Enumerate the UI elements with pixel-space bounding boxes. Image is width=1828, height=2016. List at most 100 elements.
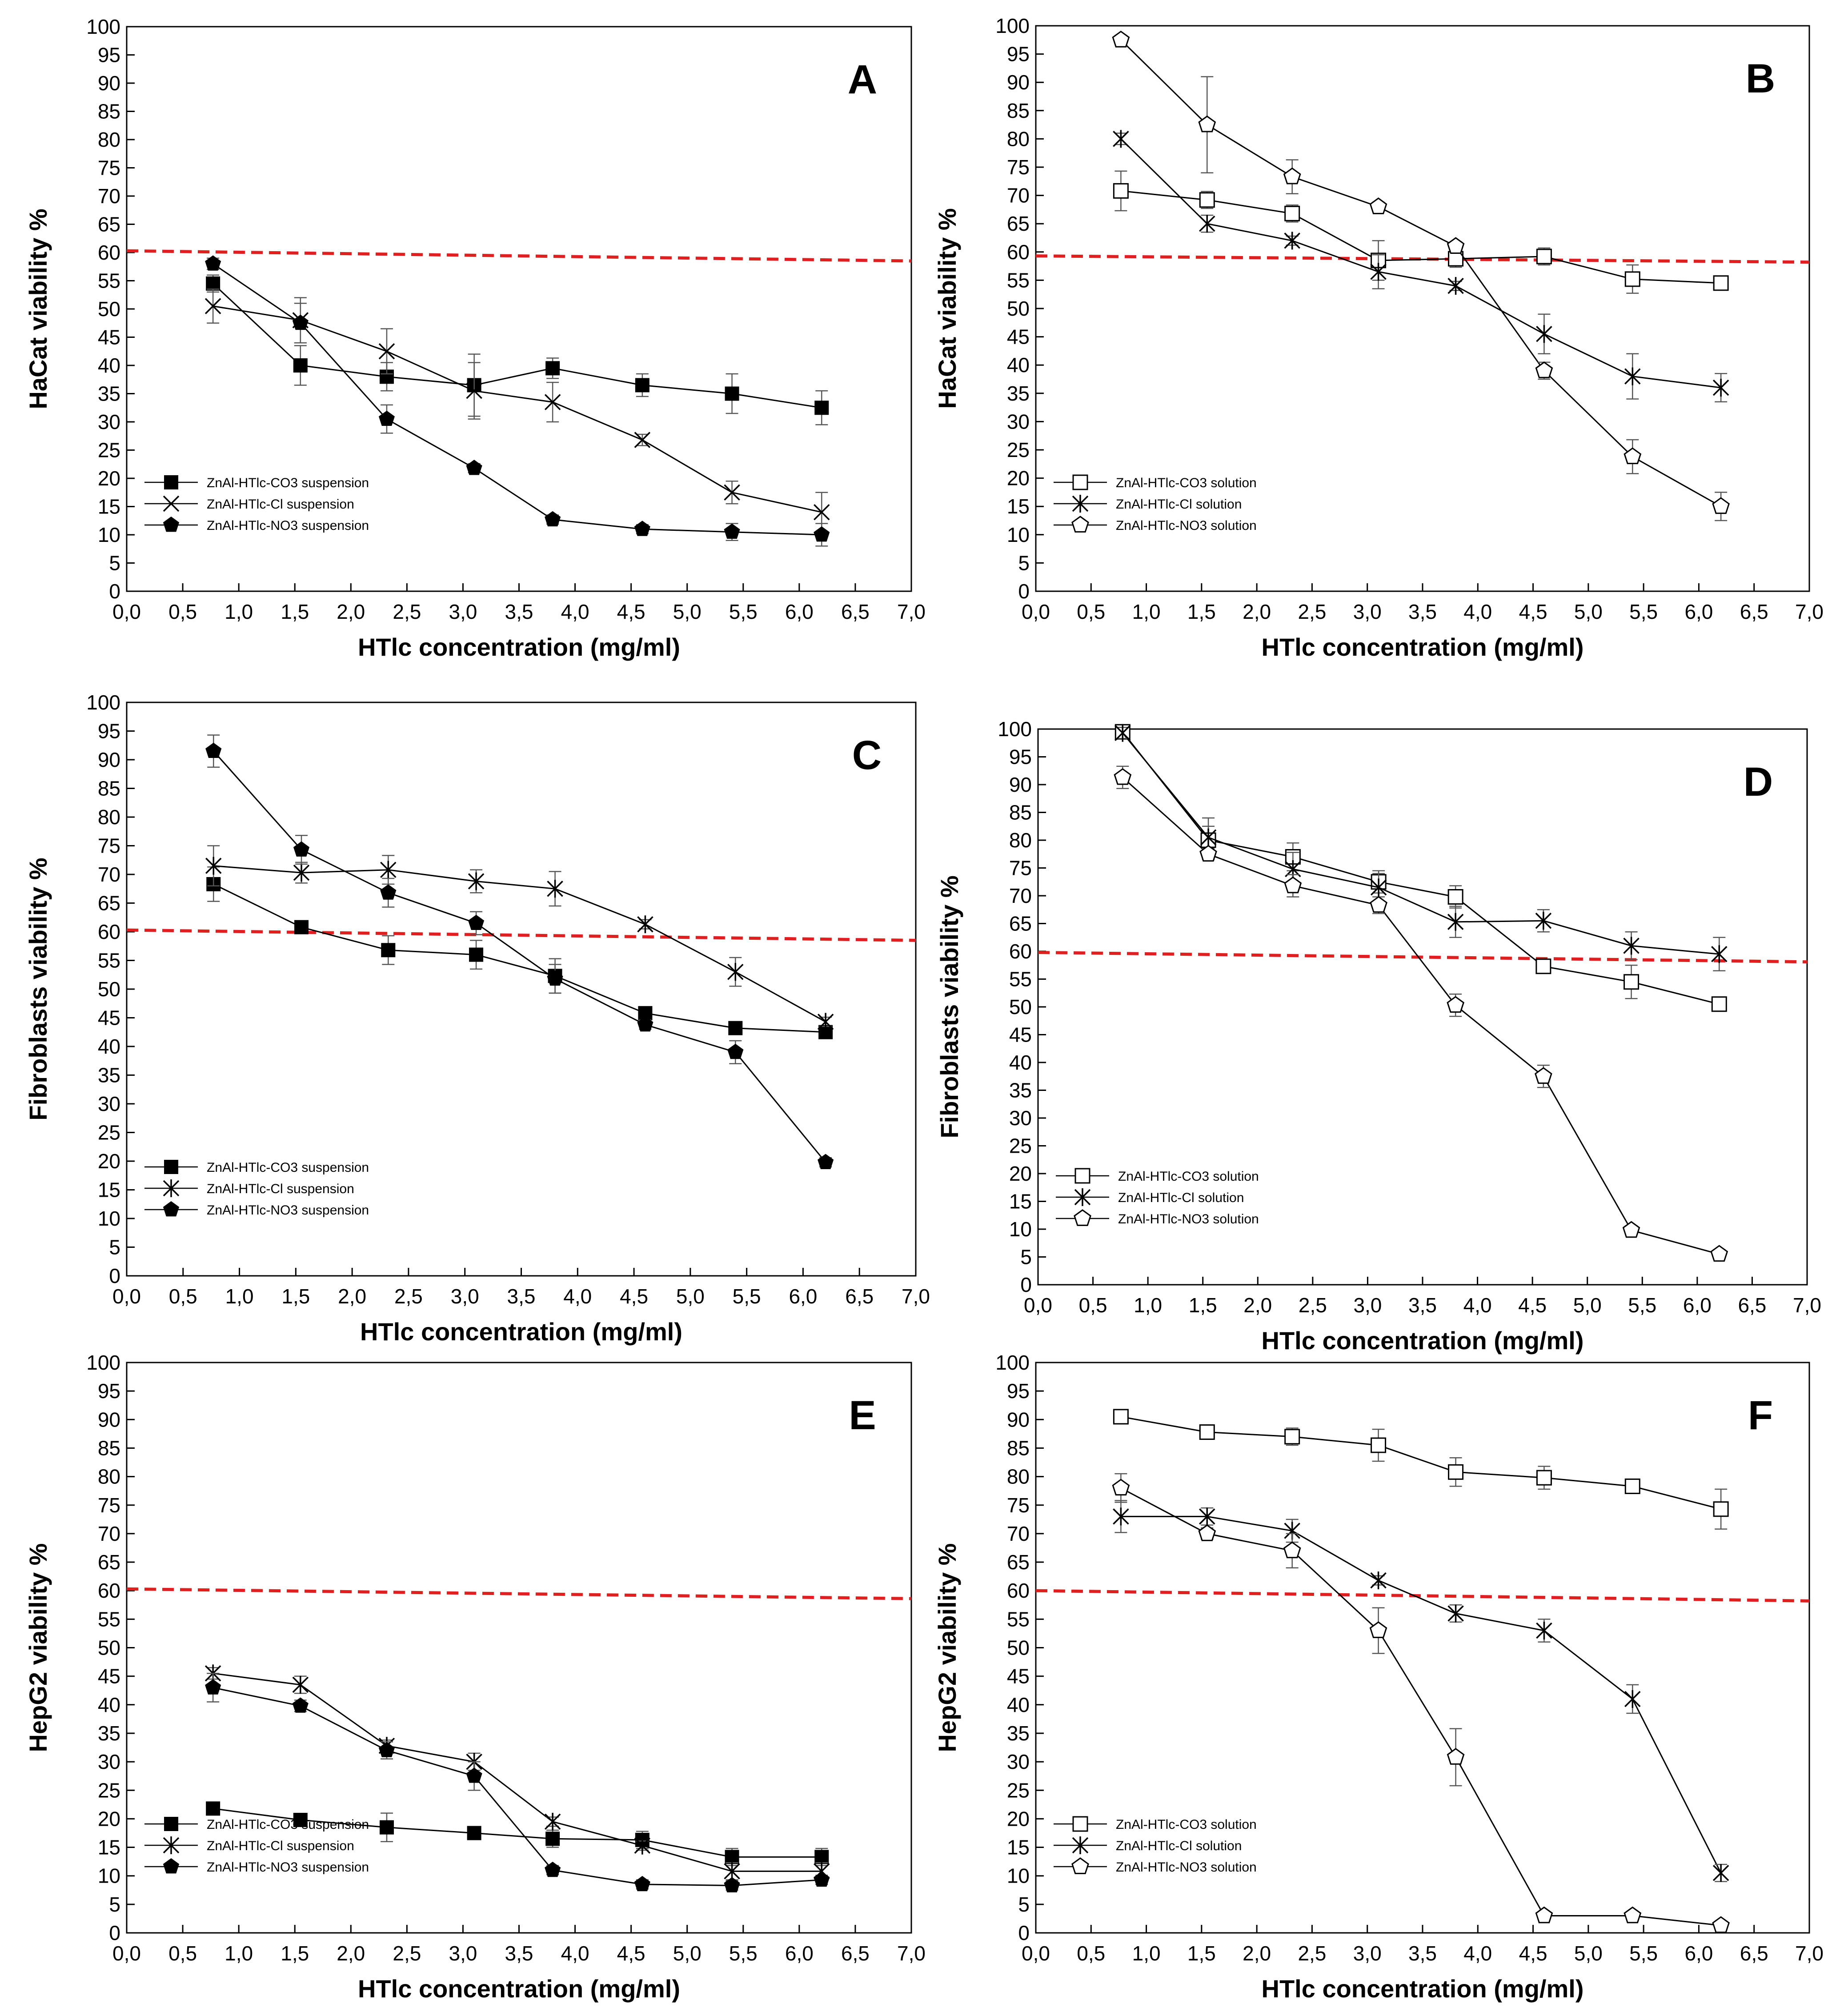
data-point [1199, 192, 1215, 208]
legend-marker [163, 1836, 180, 1854]
series-znal-htlc-no3-solution [1112, 30, 1730, 521]
y-tick-label: 10 [98, 1207, 120, 1230]
data-point [1114, 768, 1132, 785]
y-tick-label: 80 [1007, 1465, 1030, 1488]
data-point [205, 742, 222, 758]
y-tick-label: 75 [1007, 1494, 1030, 1517]
y-tick-label: 85 [98, 100, 120, 123]
y-tick-label: 70 [1007, 1522, 1030, 1545]
legend-label: ZnAl-HTlc-NO3 suspension [207, 1203, 369, 1218]
y-tick-label: 95 [1007, 43, 1030, 66]
y-tick-label: 35 [98, 1722, 120, 1745]
y-tick-label: 30 [98, 1092, 120, 1115]
x-tick-label: 6,0 [789, 1285, 817, 1308]
y-tick-label: 70 [1009, 884, 1032, 907]
y-tick-label: 25 [1007, 438, 1030, 461]
series-znal-htlc-co3-solution [1113, 1409, 1729, 1530]
data-point [1447, 237, 1465, 254]
legend-marker [1072, 1836, 1089, 1854]
x-axis-title: HTlc concentration (mg/ml) [360, 1318, 682, 1346]
y-tick-label: 65 [98, 213, 120, 236]
y-tick-label: 70 [98, 1522, 120, 1545]
y-tick-label: 0 [109, 1264, 120, 1287]
legend-marker [1071, 516, 1089, 533]
x-tick-label: 0,5 [169, 1285, 197, 1308]
data-point [637, 1016, 653, 1032]
data-point [1198, 1524, 1216, 1541]
panel-letter: B [1746, 56, 1775, 101]
x-tick-label: 4,5 [1519, 600, 1547, 623]
x-tick-label: 6,0 [1683, 1294, 1712, 1317]
data-point [728, 1021, 743, 1035]
y-tick-label: 90 [98, 748, 120, 771]
data-point [466, 1768, 482, 1783]
data-point [205, 255, 221, 271]
panel-b: 0,0 0,5 1,0 1,5 2,0 2,5 3,0 3,5 4,0 4,5 5,0 5,5 6,0 6… [933, 14, 1824, 661]
data-point [1370, 263, 1387, 281]
y-tick-label: 65 [1007, 1551, 1030, 1574]
x-tick-label: 2,5 [1299, 1294, 1327, 1317]
data-point [1624, 1690, 1641, 1708]
data-point [545, 1832, 560, 1846]
x-axis-title: HTlc concentration (mg/ml) [1262, 1327, 1584, 1355]
panel-c: 0,0 0,5 1,0 1,5 2,0 2,5 3,0 3,5 4,0 4,5 5,0 5,5 6,0 6… [24, 691, 930, 1346]
legend: ZnAl-HTlc-CO3 solution ZnAl-HTlc-Cl solut… [1056, 1168, 1259, 1226]
series-znal-htlc-no3-suspension [205, 1672, 830, 1892]
x-axis-title: HTlc concentration (mg/ml) [1262, 1975, 1584, 2003]
series-znal-htlc-no3-suspension [205, 734, 834, 1169]
y-tick-label: 55 [98, 1607, 120, 1631]
x-tick-label: 6,5 [1738, 1294, 1766, 1317]
series-znal-htlc-no3-suspension [205, 255, 830, 547]
y-tick-label: 80 [1007, 127, 1030, 150]
y-tick-label: 60 [1007, 1579, 1030, 1602]
y-tick-label: 25 [98, 1121, 120, 1144]
x-tick-label: 4,0 [563, 1285, 592, 1308]
data-point [380, 884, 397, 900]
data-point [466, 460, 482, 475]
y-tick-label: 10 [1007, 1864, 1030, 1888]
x-tick-label: 2,5 [394, 1285, 423, 1308]
y-tick-label: 10 [98, 1864, 120, 1888]
x-tick-label: 5,0 [1574, 600, 1603, 623]
data-point [292, 314, 309, 330]
y-tick-label: 50 [1009, 995, 1032, 1018]
series-znal-htlc-cl-solution [1114, 724, 1728, 971]
data-point [814, 1850, 829, 1864]
y-tick-label: 75 [98, 1494, 120, 1517]
y-tick-label: 20 [1007, 1807, 1030, 1830]
y-tick-label: 15 [98, 1836, 120, 1859]
x-tick-label: 5,5 [1628, 1294, 1656, 1317]
data-point [1448, 1464, 1464, 1480]
panel-letter: F [1748, 1393, 1773, 1438]
x-tick-label: 5,0 [676, 1285, 705, 1308]
series-line [213, 750, 826, 1163]
x-tick-label: 2,0 [337, 1942, 365, 1965]
y-tick-label: 30 [98, 1750, 120, 1773]
x-axis-title: HTlc concentration (mg/ml) [358, 1975, 680, 2003]
data-point [1199, 215, 1215, 233]
legend-marker [1074, 1209, 1091, 1226]
y-tick-label: 55 [98, 269, 120, 293]
series-line [212, 1687, 822, 1887]
x-tick-label: 4,5 [1519, 1942, 1547, 1965]
x-tick-label: 3,0 [449, 1942, 477, 1965]
data-point [1200, 828, 1217, 846]
data-point [381, 943, 396, 958]
series-line [212, 1672, 822, 1872]
x-tick-label: 7,0 [897, 1942, 926, 1965]
series-line [1121, 190, 1721, 284]
y-tick-label: 10 [98, 523, 120, 546]
legend-marker [1074, 1188, 1091, 1206]
x-tick-label: 5,5 [733, 1285, 761, 1308]
y-tick-label: 60 [1009, 940, 1032, 963]
y-tick-label: 50 [98, 1636, 120, 1659]
y-tick-label: 80 [98, 806, 120, 829]
x-tick-label: 2,0 [337, 600, 365, 623]
x-tick-label: 1,0 [224, 600, 253, 623]
x-tick-label: 4,0 [1463, 1942, 1492, 1965]
x-tick-label: 6,0 [1684, 600, 1713, 623]
data-point [1711, 945, 1728, 963]
series-line [213, 865, 826, 1022]
data-point [1199, 1424, 1215, 1440]
legend-marker [1071, 1857, 1089, 1874]
